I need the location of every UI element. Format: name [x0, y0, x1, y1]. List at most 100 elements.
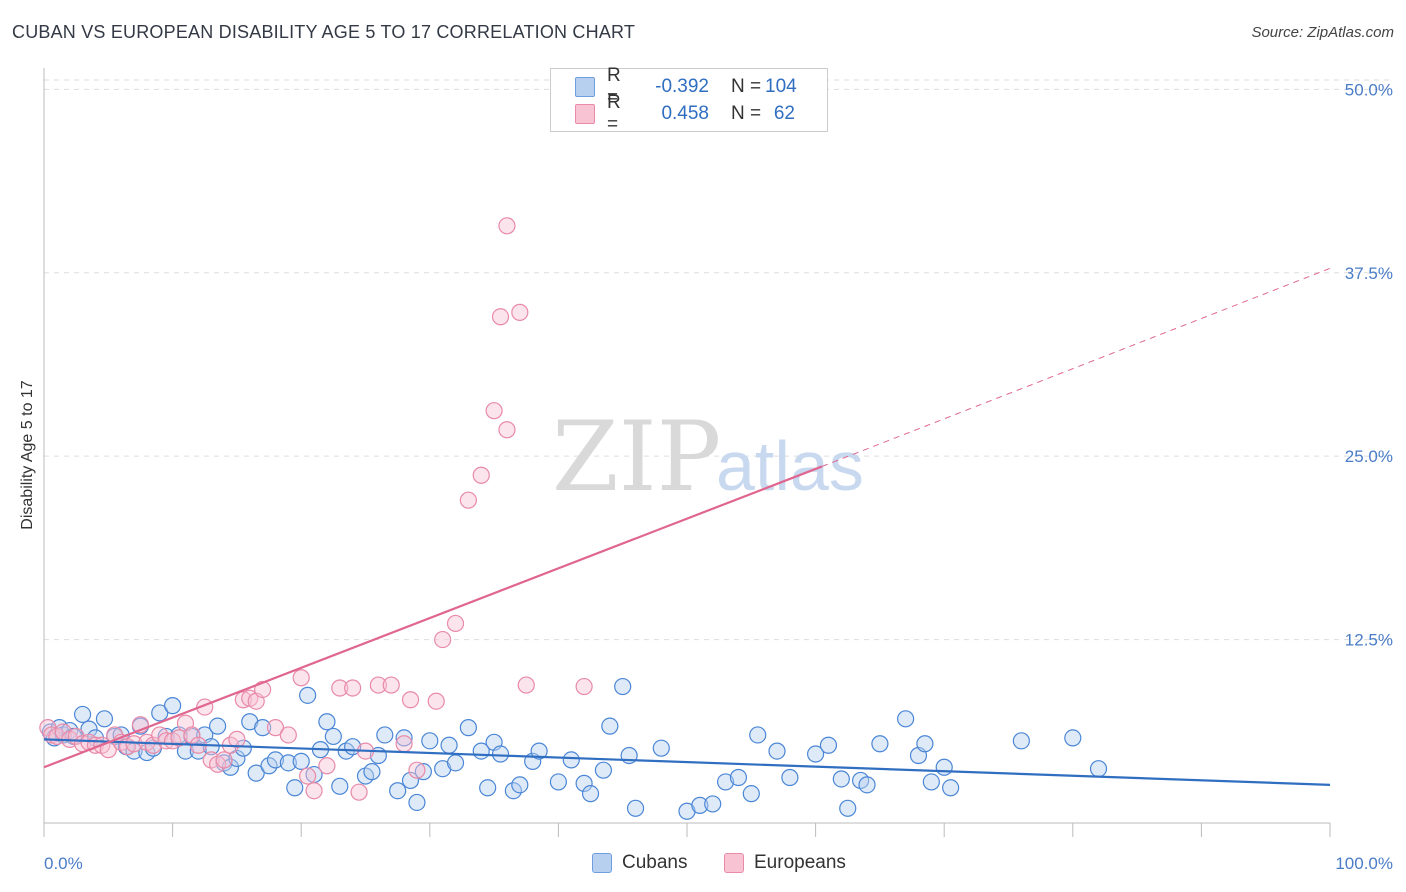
cubans-point — [331, 777, 349, 795]
legend-n-value-cubans: 104 — [765, 76, 797, 97]
europeans-point — [485, 402, 503, 420]
watermark-zip: ZIP — [552, 401, 721, 513]
legend-n-label: N = — [731, 76, 762, 97]
series-legend: Cubans Europeans — [0, 852, 1406, 878]
cubans-point — [491, 745, 510, 763]
cubans-point — [897, 710, 915, 728]
cubans-points — [41, 677, 1108, 820]
europeans-swatch — [575, 104, 595, 124]
europeans-point — [344, 679, 362, 697]
europeans-point — [498, 217, 516, 235]
cubans-point — [652, 739, 670, 757]
cubans-point — [260, 757, 278, 775]
cubans-point — [626, 799, 645, 817]
europeans-point — [395, 735, 413, 753]
europeans-point — [498, 421, 516, 439]
axes — [43, 68, 1331, 837]
cubans-point — [414, 763, 432, 781]
legend-label-europeans: Europeans — [754, 852, 846, 873]
europeans-point — [369, 676, 387, 694]
europeans-point — [318, 757, 336, 775]
cubans-point — [581, 785, 600, 803]
cubans-point — [530, 742, 548, 760]
y-tick-label: 12.5% — [1345, 631, 1393, 650]
y-tick-label: 25.0% — [1345, 447, 1393, 466]
cubans-point — [691, 796, 709, 814]
europeans-point — [408, 761, 426, 779]
legend-label-cubans: Cubans — [622, 852, 688, 873]
cubans-point — [729, 768, 748, 787]
cubans-trend-line — [43, 738, 1331, 786]
europeans-trend-extension — [821, 267, 1331, 467]
cubans-swatch — [575, 77, 595, 97]
europeans-point — [144, 736, 162, 754]
europeans-point — [459, 491, 477, 509]
cubans-point — [247, 764, 265, 782]
legend-r-value-cubans: -0.392 — [655, 76, 709, 97]
x-tick-label: 100.0% — [1335, 854, 1393, 873]
source-label: Source: ZipAtlas.com — [1251, 24, 1394, 41]
europeans-point — [215, 751, 233, 769]
legend-item-europeans[interactable]: Europeans — [724, 852, 846, 874]
europeans-point — [331, 679, 349, 697]
cubans-point — [395, 729, 413, 747]
gridlines — [44, 79, 1392, 641]
europeans-point — [279, 726, 297, 744]
cubans-point — [324, 727, 342, 746]
cubans-point — [922, 773, 940, 791]
cubans-point — [504, 782, 522, 800]
watermark-atlas: atlas — [716, 427, 864, 505]
europeans-point — [350, 783, 368, 801]
cubans-point — [95, 710, 114, 728]
cubans-point — [73, 705, 92, 724]
cubans-point — [742, 785, 760, 803]
europeans-point — [491, 308, 510, 326]
europeans-point — [292, 669, 310, 687]
europeans-point — [170, 729, 188, 747]
cubans-point — [376, 726, 394, 744]
cubans-legend-swatch — [592, 853, 612, 873]
cubans-point — [401, 771, 420, 790]
cubans-point — [279, 754, 297, 772]
cubans-point — [151, 704, 169, 722]
cubans-point — [209, 717, 227, 735]
x-tick-label: 0.0% — [44, 854, 83, 873]
europeans-point — [472, 466, 490, 484]
europeans-point — [266, 719, 285, 737]
europeans-point — [401, 691, 420, 709]
europeans-point — [299, 767, 317, 785]
cubans-point — [832, 770, 850, 788]
cubans-point — [1064, 729, 1082, 747]
legend-item-cubans[interactable]: Cubans — [592, 852, 688, 874]
cubans-point — [871, 735, 889, 753]
cubans-point — [781, 768, 799, 787]
europeans-point — [427, 692, 445, 710]
cubans-point — [768, 742, 786, 760]
europeans-points — [39, 217, 593, 801]
europeans-trend-line — [43, 465, 823, 769]
trend-lines — [43, 267, 1331, 786]
europeans-legend-swatch — [724, 853, 744, 873]
cubans-point — [440, 736, 458, 754]
cubans-point — [614, 677, 632, 696]
y-tick-label: 37.5% — [1345, 264, 1393, 283]
europeans-point — [254, 680, 272, 699]
cubans-point — [1089, 760, 1108, 778]
tick-labels: 12.5% 25.0% 37.5% 50.0% 0.0% 100.0% — [44, 80, 1393, 873]
cubans-point — [749, 726, 767, 744]
legend-row-europeans: R = 0.458 N = 62 — [575, 92, 795, 135]
legend-r-value-europeans: 0.458 — [661, 103, 709, 124]
europeans-point — [228, 730, 246, 748]
europeans-point — [446, 614, 465, 633]
y-tick-label: 50.0% — [1345, 80, 1393, 99]
europeans-point — [382, 676, 400, 694]
europeans-point — [183, 726, 201, 744]
cubans-point — [421, 732, 439, 750]
cubans-point — [459, 719, 477, 737]
cubans-point — [363, 763, 381, 781]
cubans-point — [1012, 732, 1030, 750]
legend-row-cubans: R = -0.392 N = 104 — [575, 65, 797, 108]
cubans-point — [254, 719, 272, 737]
cubans-point — [575, 774, 593, 792]
legend-r-label: R = — [607, 92, 621, 135]
